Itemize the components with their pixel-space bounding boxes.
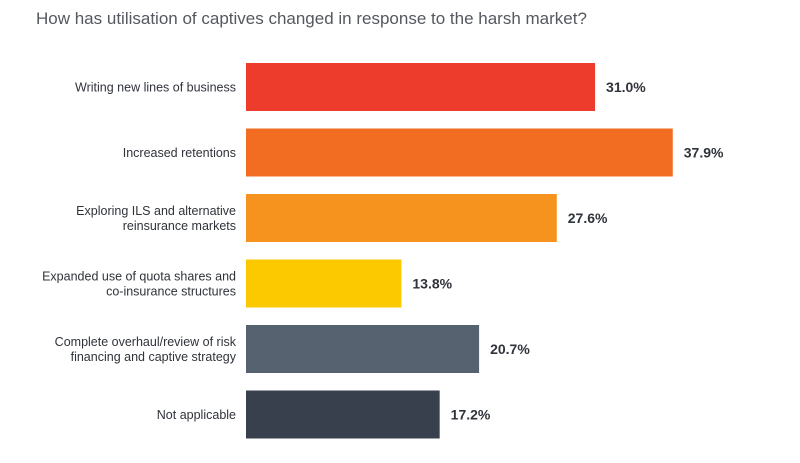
value-label: 27.6%	[568, 210, 608, 226]
bar-4	[246, 259, 402, 308]
category-label: Exploring ILS and alternative reinsurance…	[76, 204, 236, 233]
bar-1	[246, 63, 596, 111]
category-label: Complete overhaul/review of risk financin…	[55, 335, 237, 364]
value-label: 20.7%	[490, 341, 530, 357]
category-label: Expanded use of quota shares and co-insur…	[42, 270, 236, 299]
bars-group: 31.0% Writing new lines of business 37.9% I…	[42, 63, 724, 439]
bar-5	[246, 325, 480, 373]
category-label: Not applicable	[157, 408, 236, 422]
value-label: 17.2%	[451, 407, 491, 423]
category-label: Increased retentions	[123, 146, 236, 160]
value-label: 13.8%	[412, 276, 452, 292]
value-label: 37.9%	[684, 145, 724, 161]
chart-title: How has utilisation of captives changed …	[36, 9, 587, 28]
category-label: Writing new lines of business	[75, 81, 236, 95]
bar-6	[246, 390, 440, 439]
bar-3	[246, 194, 557, 242]
bar-2	[246, 128, 673, 177]
value-label: 31.0%	[606, 79, 646, 95]
